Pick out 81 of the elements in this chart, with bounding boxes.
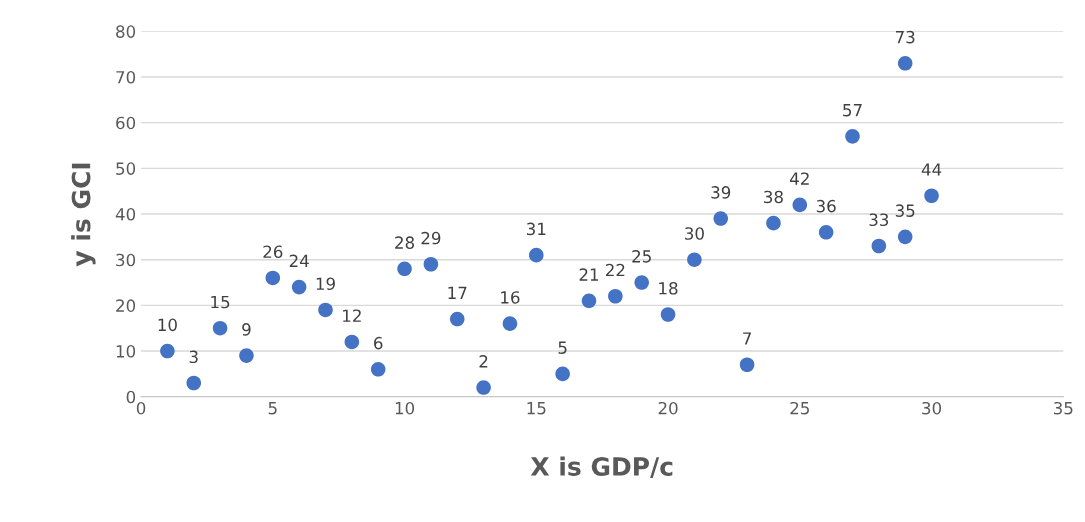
- data-label: 73: [895, 30, 915, 44]
- x-tick-label: 35: [1053, 401, 1073, 415]
- point: [449, 311, 465, 327]
- point: [660, 307, 676, 322]
- data-label: 39: [711, 186, 731, 199]
- data-label: 21: [579, 268, 599, 281]
- y-tick-label: 40: [115, 207, 136, 221]
- x-tick-label: 15: [527, 402, 546, 415]
- data-label: 9: [242, 323, 251, 336]
- point: [239, 348, 254, 363]
- point: [608, 288, 623, 304]
- y-tick-label: 20: [116, 299, 136, 312]
- data-label: 7: [743, 332, 751, 345]
- data-label: 38: [764, 190, 783, 204]
- data-label: 26: [263, 245, 283, 259]
- data-label: 25: [632, 250, 651, 263]
- y-tick-label: 30: [116, 253, 136, 267]
- data-label: 22: [605, 263, 625, 277]
- data-label: 19: [316, 277, 335, 291]
- y-axis-title: y is GCI: [71, 163, 96, 267]
- point: [212, 320, 228, 336]
- point: [502, 316, 518, 331]
- y-tick-label: 60: [116, 116, 136, 130]
- data-label: 6: [374, 336, 383, 350]
- data-label: 31: [526, 222, 546, 236]
- point: [845, 129, 860, 144]
- point: [739, 357, 755, 373]
- data-label: 44: [921, 163, 942, 176]
- point: [160, 343, 175, 359]
- point: [792, 197, 808, 213]
- y-tick-label: 10: [116, 345, 136, 358]
- point: [344, 334, 360, 350]
- point: [687, 252, 702, 267]
- point: [713, 211, 729, 226]
- point: [766, 215, 781, 231]
- data-label: 17: [448, 286, 467, 299]
- point: [581, 293, 597, 309]
- y-tick-label: 80: [116, 25, 136, 38]
- point: [871, 238, 887, 254]
- data-label: 42: [790, 172, 809, 185]
- data-label: 33: [869, 213, 889, 227]
- x-tick-label: 10: [395, 401, 415, 415]
- data-label: 36: [816, 199, 836, 213]
- x-tick-label: 0: [136, 401, 146, 415]
- data-label: 12: [343, 309, 361, 322]
- data-label: 29: [421, 231, 441, 245]
- point: [265, 270, 281, 286]
- point: [897, 229, 913, 245]
- data-label: 5: [558, 341, 567, 354]
- point: [397, 261, 412, 277]
- data-label: 30: [685, 227, 704, 240]
- x-axis-title: X is GDP/c: [530, 456, 673, 478]
- x-tick-label: 25: [790, 401, 809, 415]
- y-tick-label: 50: [116, 162, 136, 175]
- data-label: 15: [211, 295, 230, 309]
- point: [423, 256, 439, 272]
- data-label: 16: [501, 291, 520, 304]
- data-label: 35: [895, 204, 915, 217]
- point: [818, 225, 834, 240]
- point: [529, 247, 544, 263]
- data-label: 10: [158, 318, 177, 332]
- data-label: 3: [189, 350, 198, 364]
- data-label: 57: [843, 104, 862, 117]
- y-tick-label: 0: [126, 390, 136, 404]
- y-tick-label: 70: [116, 70, 136, 84]
- data-label: 18: [659, 282, 678, 295]
- point: [924, 188, 939, 204]
- x-tick-label: 30: [922, 401, 942, 415]
- x-tick-label: 5: [268, 402, 277, 415]
- data-label: 2: [479, 355, 488, 368]
- data-label: 28: [395, 236, 415, 249]
- data-label: 24: [289, 254, 309, 267]
- point: [370, 362, 386, 377]
- point: [897, 56, 913, 71]
- point: [318, 302, 333, 318]
- point: [186, 375, 202, 391]
- x-tick-label: 20: [658, 401, 678, 415]
- point: [634, 275, 649, 290]
- point: [476, 380, 491, 395]
- point: [555, 366, 570, 382]
- point: [291, 279, 307, 295]
